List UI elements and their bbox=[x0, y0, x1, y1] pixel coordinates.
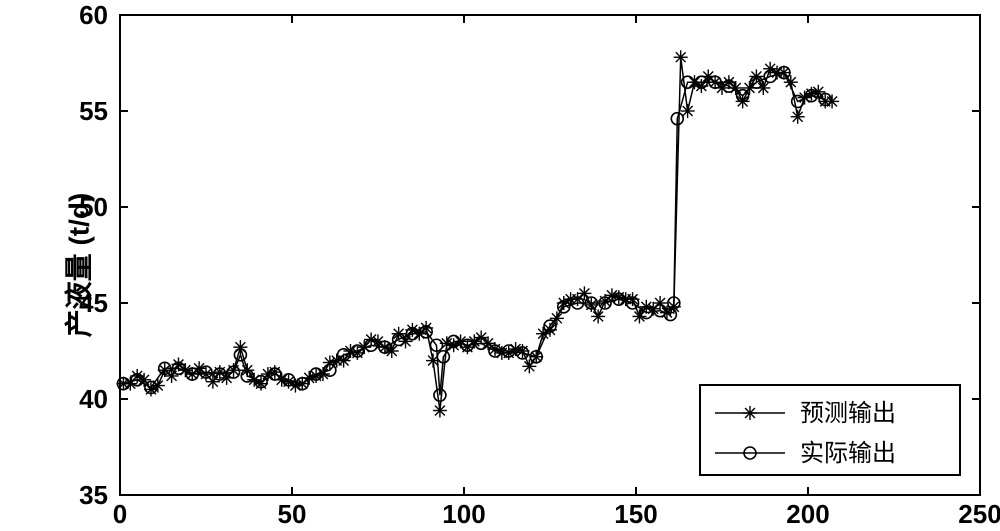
y-axis-label: 产液量 (t/d) bbox=[57, 193, 97, 338]
legend-label: 预测输出 bbox=[800, 400, 896, 427]
chart-container: 产液量 (t/d) 050100150200250354045505560预测输… bbox=[0, 0, 1000, 531]
legend-label: 实际输出 bbox=[800, 440, 896, 467]
x-tick-label: 100 bbox=[442, 499, 485, 529]
y-tick-label: 55 bbox=[79, 96, 108, 126]
x-tick-label: 150 bbox=[614, 499, 657, 529]
plot-svg: 050100150200250354045505560预测输出实际输出 bbox=[0, 0, 1000, 531]
y-tick-label: 40 bbox=[79, 384, 108, 414]
x-tick-label: 0 bbox=[113, 499, 127, 529]
x-tick-label: 50 bbox=[278, 499, 307, 529]
series-actual bbox=[117, 67, 831, 402]
legend: 预测输出实际输出 bbox=[700, 385, 960, 475]
x-tick-label: 200 bbox=[786, 499, 829, 529]
y-tick-label: 35 bbox=[79, 480, 108, 510]
series-line bbox=[123, 57, 832, 410]
y-tick-label: 60 bbox=[79, 0, 108, 30]
series-predicted bbox=[116, 50, 839, 417]
x-tick-label: 250 bbox=[958, 499, 1000, 529]
